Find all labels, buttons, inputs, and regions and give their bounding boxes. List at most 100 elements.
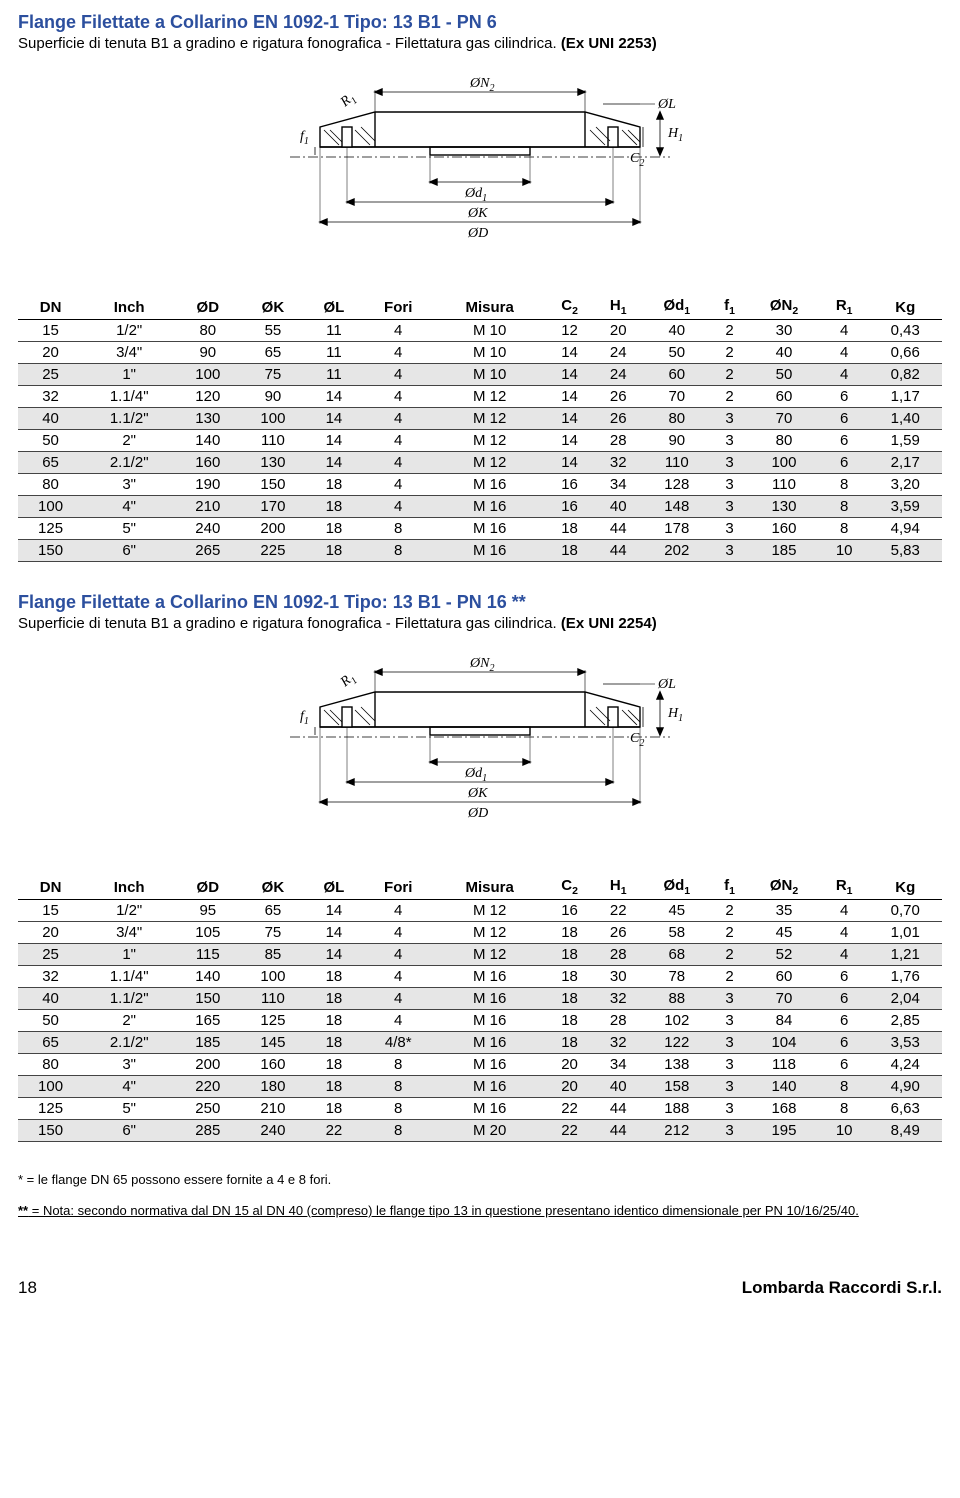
- column-header: R1: [820, 295, 869, 320]
- table-cell: 20: [545, 1076, 594, 1098]
- table-cell: 3/4": [83, 342, 175, 364]
- table-cell: 8: [820, 474, 869, 496]
- table-cell: 6: [820, 386, 869, 408]
- table-cell: 14: [545, 342, 594, 364]
- column-header: f1: [711, 295, 748, 320]
- table-cell: 34: [594, 474, 643, 496]
- table-cell: 178: [643, 518, 711, 540]
- svg-text:f1: f1: [300, 709, 309, 727]
- table-cell: 50: [18, 1010, 83, 1032]
- section2-title: Flange Filettate a Collarino EN 1092-1 T…: [18, 592, 942, 613]
- table-row: 203/4"10575144M 1218265824541,01: [18, 922, 942, 944]
- table-cell: 14: [545, 430, 594, 452]
- table-cell: 14: [306, 408, 363, 430]
- table-cell: 15: [18, 900, 83, 922]
- table-cell: 125: [240, 1010, 305, 1032]
- table-cell: 130: [175, 408, 240, 430]
- table-cell: 85: [240, 944, 305, 966]
- section2-footnote2: ** = Nota: secondo normativa dal DN 15 a…: [18, 1203, 942, 1218]
- table-cell: 18: [306, 966, 363, 988]
- table-cell: 225: [240, 540, 305, 562]
- table-cell: 80: [18, 1054, 83, 1076]
- table-cell: 90: [240, 386, 305, 408]
- table-cell: 4: [362, 1010, 434, 1032]
- table-cell: 8: [362, 1120, 434, 1142]
- table-cell: 3,53: [869, 1032, 942, 1054]
- table-cell: 185: [748, 540, 820, 562]
- table-cell: 3: [711, 1076, 748, 1098]
- table-cell: 18: [306, 540, 363, 562]
- table-cell: 20: [545, 1054, 594, 1076]
- table-cell: 45: [643, 900, 711, 922]
- table-cell: M 10: [434, 364, 545, 386]
- table-cell: 58: [643, 922, 711, 944]
- table-cell: 3: [711, 1054, 748, 1076]
- table-cell: 16: [545, 496, 594, 518]
- column-header: ØD: [175, 295, 240, 320]
- table-row: 401.1/2"150110184M 1618328837062,04: [18, 988, 942, 1010]
- column-header: DN: [18, 875, 83, 900]
- table-cell: 2: [711, 900, 748, 922]
- label-on2: ØN2: [469, 76, 494, 94]
- table-cell: 1.1/2": [83, 988, 175, 1010]
- table-cell: 8: [820, 1098, 869, 1120]
- table-cell: 22: [594, 900, 643, 922]
- table-cell: 6: [820, 408, 869, 430]
- label-f1: f1: [300, 129, 309, 147]
- table-cell: 25: [18, 364, 83, 386]
- table-cell: 88: [643, 988, 711, 1010]
- table-cell: 18: [545, 1010, 594, 1032]
- table-cell: 20: [594, 320, 643, 342]
- table-cell: 18: [545, 944, 594, 966]
- table-cell: 3: [711, 518, 748, 540]
- table-cell: 4,90: [869, 1076, 942, 1098]
- label-h1: H1: [667, 126, 683, 144]
- table-cell: 26: [594, 386, 643, 408]
- section2-footnote: * = le flange DN 65 possono essere forni…: [18, 1172, 942, 1187]
- table-cell: 138: [643, 1054, 711, 1076]
- table-cell: 202: [643, 540, 711, 562]
- table-cell: 3: [711, 1120, 748, 1142]
- table-cell: M 20: [434, 1120, 545, 1142]
- table-cell: 2: [711, 386, 748, 408]
- table-cell: 22: [545, 1098, 594, 1120]
- table-cell: 2": [83, 1010, 175, 1032]
- table-cell: 3: [711, 430, 748, 452]
- table-cell: 14: [306, 900, 363, 922]
- table-cell: 2,85: [869, 1010, 942, 1032]
- table-cell: M 16: [434, 1076, 545, 1098]
- flange-diagram-2: ØN2 ØL R1 f1 C2 H1 Ød1 ØK ØD: [200, 642, 760, 852]
- table-cell: 6": [83, 1120, 175, 1142]
- table-cell: M 12: [434, 452, 545, 474]
- table-cell: 200: [240, 518, 305, 540]
- table-cell: 4: [362, 386, 434, 408]
- table-cell: 1/2": [83, 320, 175, 342]
- footnote2-lead: **: [18, 1203, 28, 1218]
- table-cell: 75: [240, 922, 305, 944]
- section1-title: Flange Filettate a Collarino EN 1092-1 T…: [18, 12, 942, 33]
- table-cell: 3: [711, 408, 748, 430]
- table-cell: 1,01: [869, 922, 942, 944]
- table-cell: 160: [240, 1054, 305, 1076]
- table-cell: 60: [748, 966, 820, 988]
- table-cell: 4: [362, 944, 434, 966]
- table-cell: 100: [748, 452, 820, 474]
- label-ok: ØK: [467, 206, 488, 221]
- table-cell: 44: [594, 518, 643, 540]
- section2-subtitle-ex: (Ex UNI 2254): [561, 615, 657, 632]
- column-header: ØK: [240, 295, 305, 320]
- table-cell: 100: [175, 364, 240, 386]
- table-cell: 8: [820, 1076, 869, 1098]
- table-cell: 150: [240, 474, 305, 496]
- table-cell: 60: [643, 364, 711, 386]
- table-cell: 18: [306, 1010, 363, 1032]
- table-cell: 40: [18, 988, 83, 1010]
- table-cell: 40: [18, 408, 83, 430]
- table-cell: 150: [18, 540, 83, 562]
- table-cell: 0,43: [869, 320, 942, 342]
- column-header: DN: [18, 295, 83, 320]
- table-cell: M 16: [434, 474, 545, 496]
- table-cell: 1": [83, 944, 175, 966]
- column-header: Inch: [83, 875, 175, 900]
- table-cell: 14: [306, 944, 363, 966]
